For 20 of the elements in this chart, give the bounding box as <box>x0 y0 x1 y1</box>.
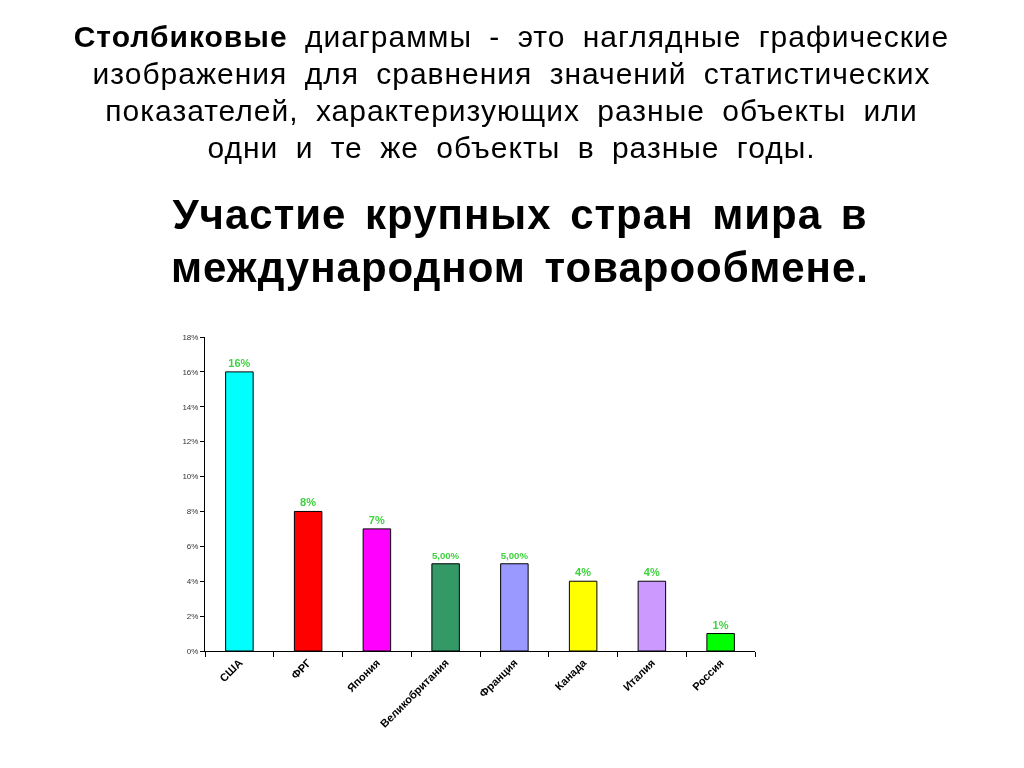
data-label: 8% <box>300 496 317 509</box>
y-tick-label: 6% <box>186 542 199 552</box>
y-tick-label: 10% <box>182 472 199 482</box>
chart-subtitle: Столбиковые диаграммы - это наглядные графические изображения для сравнения значений статистических показателей, характеризующих разные объекты или одни и те же объекты в разные годы. <box>72 19 951 166</box>
data-label: 5,00% <box>431 550 460 562</box>
data-label: 4% <box>643 566 660 579</box>
y-tick-label: 16% <box>182 367 199 377</box>
y-tick-label: 12% <box>182 437 199 447</box>
data-label: 16% <box>228 356 251 369</box>
data-label: 7% <box>368 513 385 526</box>
chart-title: Участие крупных стран мира в международном товарообмене. <box>170 190 870 293</box>
y-tick-label: 2% <box>186 611 199 621</box>
data-label: 5,00% <box>500 550 529 562</box>
y-tick-label: 14% <box>182 402 199 412</box>
y-tick-label: 4% <box>186 577 199 587</box>
data-label: 4% <box>575 566 592 579</box>
y-tick-label: 0% <box>186 646 199 656</box>
data-label: 1% <box>712 618 729 631</box>
y-tick-label: 18% <box>182 332 199 342</box>
y-tick-label: 8% <box>186 507 199 517</box>
